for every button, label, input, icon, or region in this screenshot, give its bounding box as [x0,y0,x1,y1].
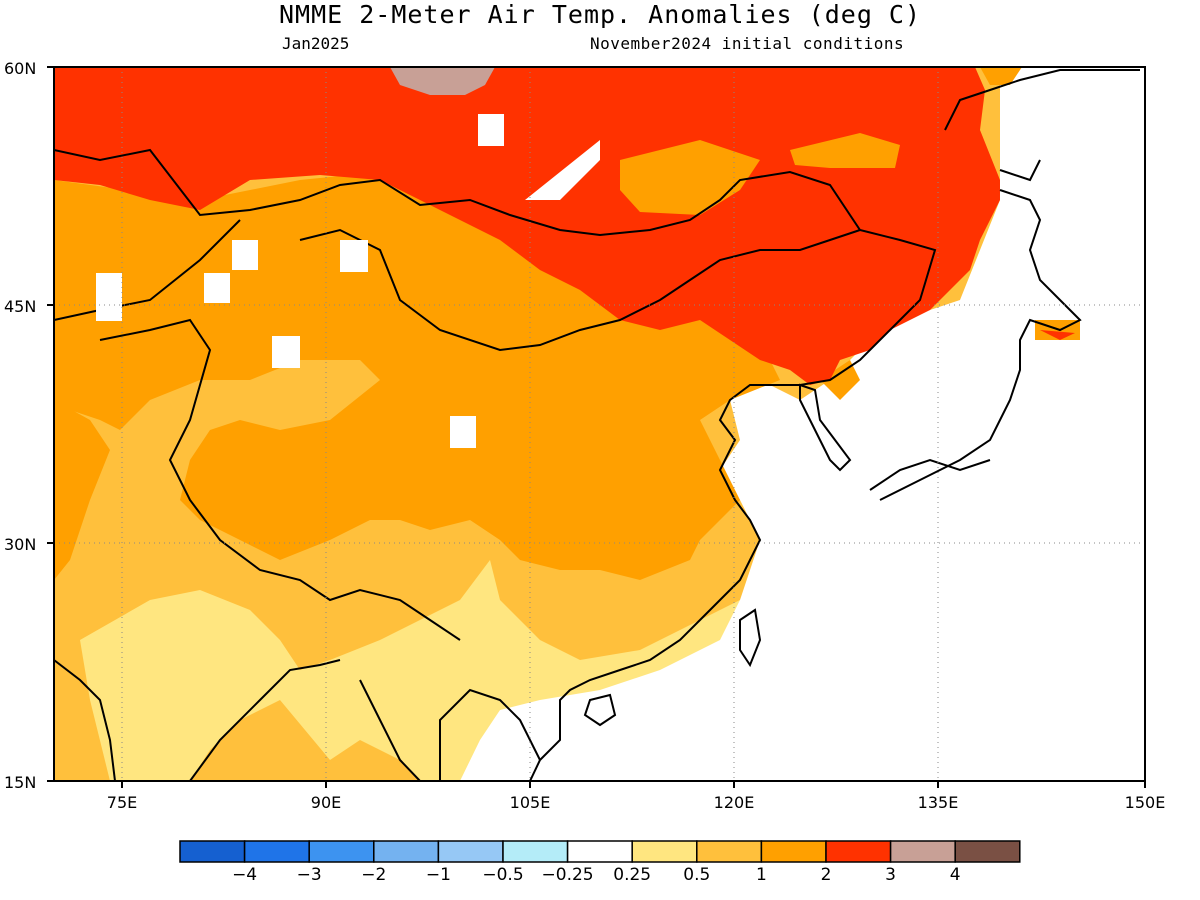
kazakh-border [54,219,241,321]
india-coast [54,659,341,781]
hainan-coast [583,693,617,727]
y-label-45n: 45N [4,297,36,316]
x-label-120e: 120E [714,793,755,812]
colorbar-swatch-7 [631,840,698,863]
mongolia-border [299,228,861,352]
grid-layer [54,67,1145,781]
y-label-30n: 30N [4,535,36,554]
taiwan-coast [739,608,762,668]
colorbar-swatch-6 [566,840,633,863]
colorbar-swatch-12 [954,840,1021,863]
x-label-90e: 90E [311,793,341,812]
lake-masks-layer [96,114,600,448]
japan-coast [869,189,1082,501]
china-border-west [99,318,461,641]
map-title: NMME 2-Meter Air Temp. Anomalies (deg C) [278,0,922,29]
initial-conditions: November2024 initial conditions [590,34,905,53]
anomaly-fill-layer [54,67,1145,781]
colorbar-label-7: 0.5 [683,865,710,885]
colorbar-label-10: 3 [885,865,896,885]
anomaly-region-tan [390,67,495,95]
colorbar-labels: −4 −3 −2 −1 −0.5 −0.25 0.25 0.5 1 2 3 4 [232,865,961,885]
colorbar-swatch-1 [243,840,310,863]
y-label-15n: 15N [4,773,36,792]
colorbar-swatch-8 [696,840,763,863]
korea-coast [799,383,852,472]
y-axis-labels: 60N 45N 30N 15N [4,59,36,792]
y-label-60n: 60N [4,59,36,78]
colorbar-swatch-3 [373,840,440,863]
colorbar-swatch-9 [760,840,827,863]
colorbar-swatch-10 [825,840,892,863]
forecast-month: Jan2025 [282,34,350,53]
x-label-75e: 75E [107,793,137,812]
colorbar-label-3: −1 [426,865,451,885]
colorbar-swatch-5 [502,840,569,863]
x-label-135e: 135E [918,793,959,812]
colorbar-label-0: −4 [232,865,257,885]
indochina-coast [359,679,541,781]
colorbar [179,840,1021,863]
axis-ticks [47,66,1146,788]
colorbar-swatch-0 [179,840,246,863]
colorbar-label-4: −0.5 [482,865,523,885]
coastlines-layer [54,69,1140,781]
plot-frame [53,66,1146,782]
colorbar-label-5: −0.25 [542,865,594,885]
colorbar-swatch-2 [308,840,375,863]
russia-coast [944,69,1140,182]
x-axis-labels: 75E 90E 105E 120E 135E 150E [107,793,1166,812]
colorbar-label-1: −3 [297,865,322,885]
mainland-coast [54,148,937,781]
colorbar-label-2: −2 [361,865,386,885]
anomaly-region-light-yellow [80,560,740,781]
colorbar-swatch-11 [889,840,956,863]
colorbar-swatch-4 [437,840,504,863]
x-label-105e: 105E [510,793,551,812]
colorbar-label-11: 4 [950,865,961,885]
colorbar-label-6: 0.25 [613,865,651,885]
colorbar-label-8: 1 [756,865,767,885]
anomaly-region-red [54,67,1000,385]
colorbar-label-9: 2 [821,865,832,885]
x-label-150e: 150E [1125,793,1166,812]
